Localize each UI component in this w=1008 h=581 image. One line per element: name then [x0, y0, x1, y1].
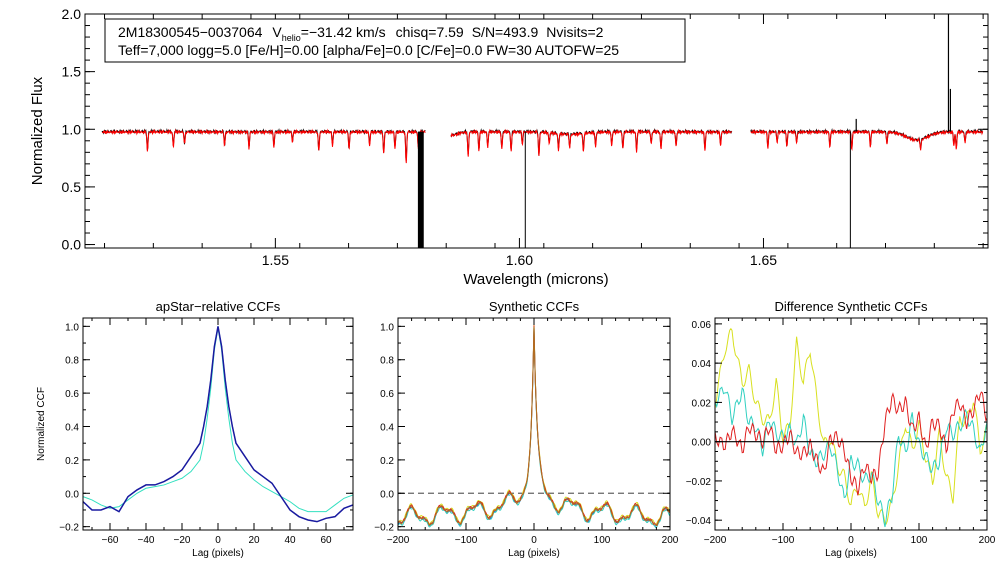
- synthetic-ccf-title: Synthetic CCFs: [489, 299, 580, 314]
- apstar-ccf-ytick-label: −0.2: [59, 523, 79, 534]
- difference-ccf-panel: −200 −100 0 100 200 −0.04 −0.02 0.00 0.02 0.04 0.0…: [686, 299, 996, 559]
- vhelio-subscript: helio: [282, 33, 301, 43]
- apstar-ccf-xtick-label: −20: [174, 535, 191, 546]
- synthetic-ccf-ytick-label: 0.6: [380, 389, 394, 400]
- synthetic-ccf-xtick-label: −100: [455, 535, 478, 546]
- info-box-frame: [104, 18, 686, 63]
- difference-ccf-xtick-label: −100: [772, 535, 795, 546]
- synthetic-ccf-ticks: −200 −100 0 100 200 −0.2 0.0 0.2 0.4 0.6 0.8 1.0: [374, 318, 679, 546]
- spectrum-ytick-label: 1.0: [62, 121, 82, 137]
- difference-ccf-ytick-label: −0.02: [686, 477, 712, 488]
- apstar-ccf-title: apStar−relative CCFs: [156, 299, 281, 314]
- difference-ccf-lines: [714, 327, 988, 528]
- spectrum-xtick-label: 1.60: [506, 252, 533, 268]
- spectrum-x-axis-label: Wavelength (microns): [463, 271, 608, 288]
- synthetic-ccf-ytick-label: 0.2: [380, 456, 394, 467]
- apstar-ccf-x-axis-label: Lag (pixels): [192, 548, 244, 559]
- synthetic-ccf-xtick-label: −200: [387, 535, 410, 546]
- apstar-ccf-xtick-label: −60: [102, 535, 119, 546]
- vhelio-value: =−31.42 km/s: [301, 24, 386, 40]
- difference-ccf-ytick-label: 0.04: [692, 359, 712, 370]
- apstar-ccf-xtick-label: 40: [284, 535, 296, 546]
- difference-ccf-line-diff-red: [714, 391, 988, 496]
- spectrum-ytick-label: 0.5: [62, 179, 82, 195]
- difference-ccf-x-axis-label: Lag (pixels): [825, 548, 877, 559]
- apstar-ccf-lines: [82, 326, 354, 523]
- spectrum-panel: 1.55 1.60 1.65 0.0 0.5 1.0 1.5 2.0 Wavelength (…: [29, 6, 989, 288]
- apstar-ccf-xtick-label: 60: [320, 535, 332, 546]
- spectrum-ytick-label: 1.5: [62, 64, 82, 80]
- difference-ccf-xtick-label: 100: [911, 535, 928, 546]
- apstar-ccf-ytick-label: 0.0: [65, 489, 79, 500]
- spectrum-xtick-label: 1.65: [750, 252, 777, 268]
- difference-ccf-ticks: −200 −100 0 100 200 −0.04 −0.02 0.00 0.02 0.04 0.0…: [686, 318, 996, 546]
- spectrum-plot-area: [101, 14, 984, 248]
- difference-ccf-ytick-label: −0.04: [686, 516, 712, 527]
- model-spectrum-line: [450, 128, 733, 157]
- synthetic-ccf-ytick-label: 1.0: [380, 322, 394, 333]
- difference-ccf-line-diff-yellow: [714, 327, 988, 525]
- apstar-ccf-ytick-label: 0.4: [65, 423, 79, 434]
- difference-ccf-title: Difference Synthetic CCFs: [775, 299, 928, 314]
- spectrum-ytick-label: 2.0: [62, 6, 82, 22]
- star-id: 2M18300545−0037064: [118, 24, 263, 40]
- chisq-value: chisq=7.59: [396, 24, 464, 40]
- synthetic-ccf-panel: −200 −100 0 100 200 −0.2 0.0 0.2 0.4 0.6 0.8 1.0 Sy…: [374, 299, 679, 559]
- difference-ccf-ytick-label: 0.00: [692, 438, 712, 449]
- model-spectrum-line: [750, 128, 984, 152]
- apstar-ccf-ytick-label: 0.6: [65, 389, 79, 400]
- nvisits-value: Nvisits=2: [546, 24, 603, 40]
- info-box-line-1: 2M18300545−0037064 Vhelio=−31.42 km/s chis…: [118, 24, 604, 43]
- spectrum-y-axis-label: Normalized Flux: [29, 76, 46, 185]
- synthetic-ccf-x-axis-label: Lag (pixels): [508, 548, 560, 559]
- synthetic-ccf-ytick-label: −0.2: [374, 523, 394, 534]
- synthetic-ccf-ytick-label: 0.4: [380, 423, 394, 434]
- apstar-ccf-ytick-label: 0.2: [65, 456, 79, 467]
- synthetic-ccf-xtick-label: 100: [594, 535, 611, 546]
- apstar-ccf-xtick-label: 20: [248, 535, 260, 546]
- spectrum-ticks: 1.55 1.60 1.65 0.0 0.5 1.0 1.5 2.0: [62, 6, 988, 268]
- synthetic-ccf-ytick-label: 0.8: [380, 356, 394, 367]
- difference-ccf-ytick-label: 0.06: [692, 320, 712, 331]
- apstar-ccf-xtick-label: 0: [215, 535, 221, 546]
- spectrum-ytick-label: 0.0: [62, 237, 82, 253]
- difference-ccf-xtick-label: −200: [704, 535, 727, 546]
- vhelio-symbol: V: [272, 24, 282, 40]
- difference-ccf-ytick-label: 0.02: [692, 398, 712, 409]
- apstar-ccf-y-axis-label: Normalized CCF: [36, 387, 47, 461]
- apstar-ccf-ytick-label: 0.8: [65, 356, 79, 367]
- synthetic-ccf-ytick-label: 0.0: [380, 489, 394, 500]
- model-spectrum-line: [101, 128, 426, 164]
- apstar-ccf-ytick-label: 1.0: [65, 322, 79, 333]
- apstar-ccf-ticks: −60 −40 −20 0 20 40 60 −0.2 0.0 0.2 0.4 0.6 0.8 1.0: [59, 318, 353, 546]
- bad-pixel-dropout: [849, 131, 851, 248]
- info-box-line-2: Teff=7,000 logg=5.0 [Fe/H]=0.00 [alpha/F…: [118, 42, 619, 58]
- spectrum-axes-frame: [84, 13, 989, 249]
- synthetic-ccf-line-ccf-brown: [397, 326, 671, 527]
- synthetic-ccf-xtick-label: 200: [662, 535, 679, 546]
- apstar-ccf-xtick-label: −40: [138, 535, 155, 546]
- difference-ccf-xtick-label: 0: [848, 535, 854, 546]
- apstar-ccf-line-visit-1: [82, 326, 354, 523]
- bad-pixel-dropout: [417, 131, 424, 248]
- bad-pixel-dropout: [524, 131, 526, 248]
- snr-value: S/N=493.9: [472, 24, 539, 40]
- spectrum-info-box: 2M18300545−0037064 Vhelio=−31.42 km/s chis…: [104, 18, 686, 63]
- spectrum-xtick-label: 1.55: [262, 252, 289, 268]
- apstar-ccf-panel: −60 −40 −20 0 20 40 60 −0.2 0.0 0.2 0.4 0.6 0.8 1.0 a…: [36, 299, 354, 559]
- difference-ccf-xtick-label: 200: [979, 535, 996, 546]
- synthetic-ccf-xtick-label: 0: [531, 535, 537, 546]
